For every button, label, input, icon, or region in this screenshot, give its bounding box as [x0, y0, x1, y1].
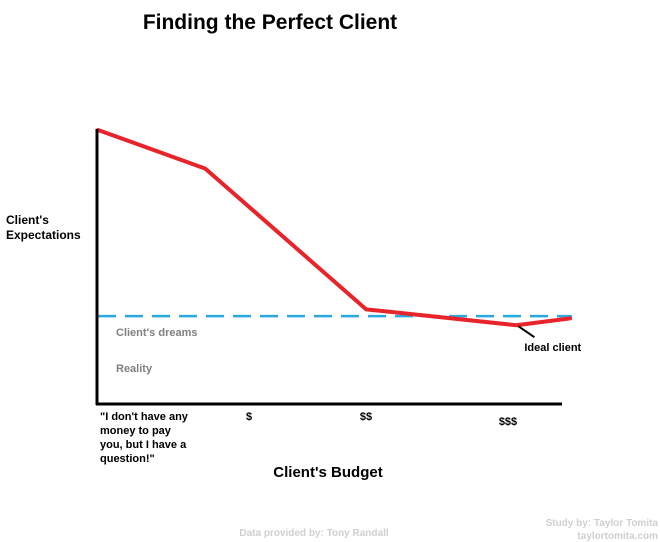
x-tick-label-line: $$ — [360, 411, 372, 423]
annotation-ideal-client: Ideal client — [524, 342, 581, 354]
series-line — [96, 128, 572, 328]
chart-title: Finding the Perfect Client — [143, 11, 397, 34]
series-layer — [96, 128, 572, 328]
x-tick-label-line: money to pay — [100, 425, 172, 437]
x-tick-label: $ — [246, 411, 252, 423]
credit-website: taylortomita.com — [577, 531, 658, 542]
y-axis-label: Client's Expectations — [6, 213, 81, 242]
x-tick-label-line: $ — [246, 411, 252, 423]
series-point — [514, 323, 518, 327]
x-tick-label: "I don't have any money to pay you, but I … — [100, 411, 189, 465]
x-tick-label: $$ — [360, 411, 372, 423]
x-tick-label: $$$ — [499, 416, 517, 428]
x-tick-labels: "I don't have any money to pay you, but I … — [100, 411, 517, 465]
y-axis-label-line: Expectations — [6, 228, 81, 242]
zone-labels: Client's dreams Reality — [116, 327, 197, 375]
x-axis-label: Client's Budget — [273, 464, 382, 481]
x-tick-label-line: you, but I have a — [100, 439, 187, 451]
credit-data-source: Data provided by: Tony Randall — [239, 528, 388, 539]
series-point — [364, 307, 368, 311]
series-point — [203, 167, 207, 171]
x-tick-label-line: $$$ — [499, 416, 517, 428]
annotation-arrow — [517, 325, 535, 339]
zone-label-reality: Reality — [116, 363, 153, 375]
series-point — [568, 316, 572, 320]
y-axis-label-line: Client's — [6, 213, 49, 227]
zone-label-dreams: Client's dreams — [116, 327, 197, 339]
annotation-layer: Ideal client — [517, 325, 582, 354]
x-tick-label-line: "I don't have any — [100, 411, 189, 423]
credit-study: Study by: Taylor Tomita — [546, 518, 659, 529]
x-tick-label-line: question!" — [100, 453, 155, 465]
